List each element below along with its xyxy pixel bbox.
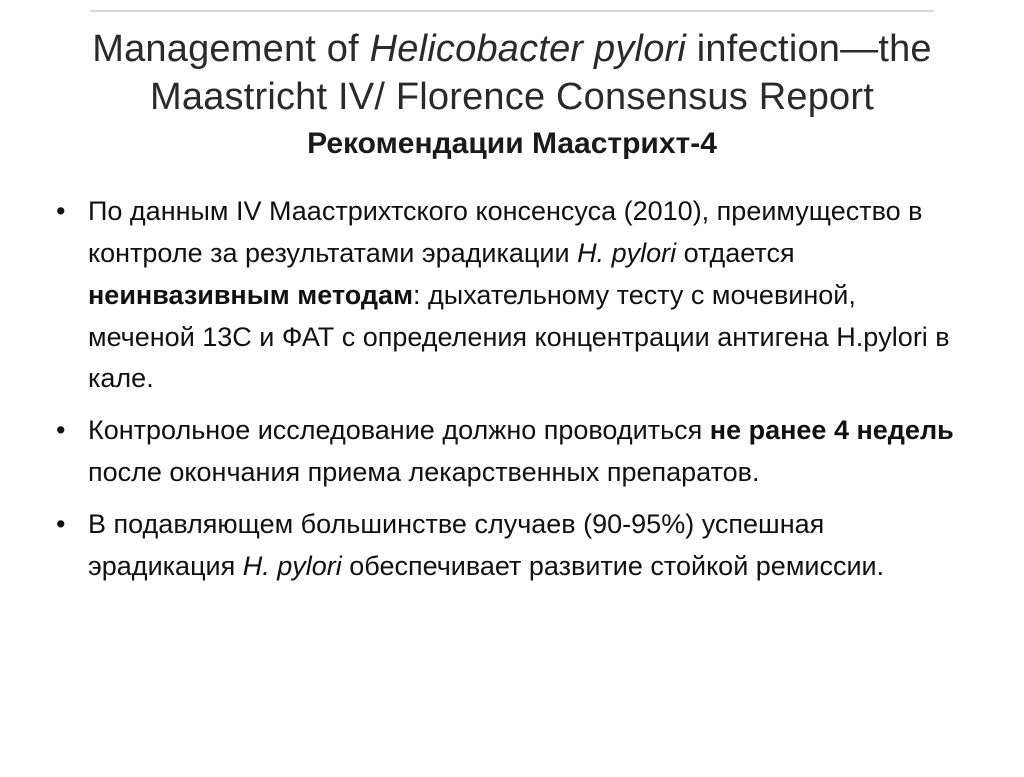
slide-page: Management of Helicobacter pylori infect…: [0, 10, 1024, 638]
text-run: Контрольное исследование должно проводит…: [88, 415, 710, 445]
title-en-italic: Helicobacter pylori: [370, 28, 686, 70]
list-item: Контрольное исследование должно проводит…: [52, 410, 962, 494]
text-run: после окончания приема лекарственных пре…: [88, 457, 760, 487]
bullet-list: По данным IV Маастрихтского консенсуса (…: [40, 191, 984, 588]
top-rule: [90, 10, 934, 12]
list-item: По данным IV Маастрихтского консенсуса (…: [52, 191, 962, 400]
text-run: отдается: [676, 238, 794, 268]
title-en-part1: Management of: [92, 28, 369, 70]
text-run: Н. pylori: [577, 238, 676, 268]
text-run: обеспечивает развитие стойкой ремиссии.: [342, 551, 884, 581]
text-run: не ранее 4 недель: [710, 415, 954, 445]
title-russian: Рекомендации Маастрихт-4: [40, 127, 984, 161]
title-english: Management of Helicobacter pylori infect…: [86, 26, 938, 121]
text-run: По данным IV Маастрихтского консенсуса (…: [88, 196, 922, 268]
list-item: В подавляющем большинстве случаев (90-95…: [52, 504, 962, 588]
text-run: Н. pylori: [243, 551, 342, 581]
text-run: неинвазивным методам: [88, 280, 413, 310]
